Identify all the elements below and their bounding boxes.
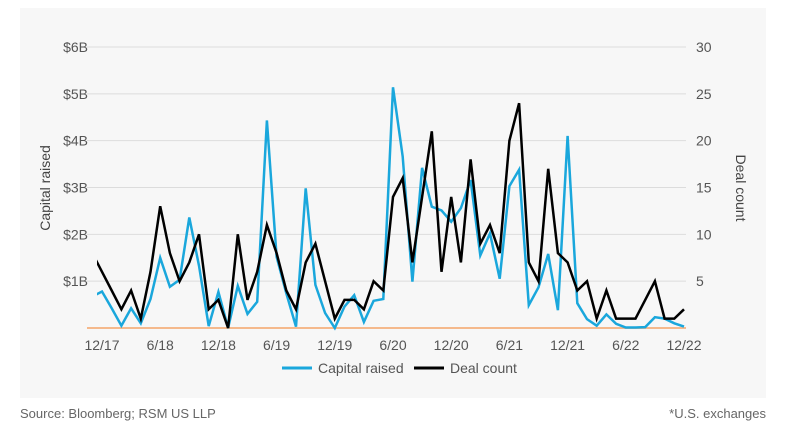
y-axis-right-title: Deal count	[733, 155, 749, 222]
y-right-tick-label: 25	[696, 86, 712, 102]
x-tick-label: 6/19	[263, 337, 290, 353]
y-left-tick-label: $6B	[63, 39, 88, 55]
x-tick-label: 12/18	[201, 337, 236, 353]
y-right-tick-label: 20	[696, 133, 712, 149]
x-tick-label: 6/21	[496, 337, 523, 353]
y-right-tick-label: 5	[696, 273, 704, 289]
legend-label-deal-count: Deal count	[450, 360, 517, 376]
source-note: Source: Bloomberg; RSM US LLP	[20, 406, 216, 421]
legend: Capital raised Deal count	[282, 360, 517, 376]
y-right-tick-label: 30	[696, 39, 712, 55]
series-line-deal-count	[97, 102, 685, 329]
y-right-tick-label: 15	[696, 180, 712, 196]
series-line-capital-raised	[97, 87, 685, 331]
legend-label-capital-raised: Capital raised	[318, 360, 404, 376]
x-tick-label: 6/20	[379, 337, 406, 353]
x-tick-label: 6/18	[147, 337, 174, 353]
footnote: *U.S. exchanges	[669, 406, 766, 421]
y-axis-left-title: Capital raised	[37, 145, 53, 231]
y-right-tick-label: 10	[696, 226, 712, 242]
y-left-tick-label: $5B	[63, 86, 88, 102]
x-tick-label: 12/21	[550, 337, 585, 353]
x-tick-label: 12/20	[434, 337, 469, 353]
y-left-tick-label: $4B	[63, 133, 88, 149]
x-tick-label: 12/22	[666, 337, 701, 353]
y-left-tick-label: $3B	[63, 180, 88, 196]
x-tick-label: 6/22	[612, 337, 639, 353]
x-tick-label: 12/17	[84, 337, 119, 353]
y-left-tick-label: $2B	[63, 226, 88, 242]
x-tick-label: 12/19	[317, 337, 352, 353]
y-left-tick-label: $1B	[63, 273, 88, 289]
